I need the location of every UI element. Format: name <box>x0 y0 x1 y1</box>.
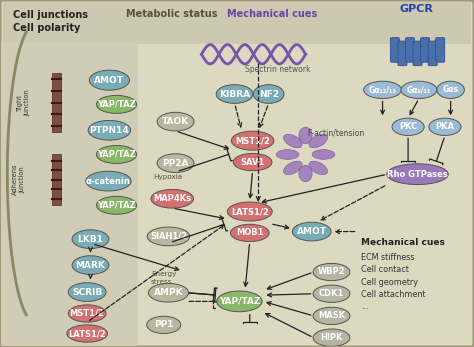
Text: Tight
Junction: Tight Junction <box>17 89 30 116</box>
Text: Cell contact: Cell contact <box>361 265 409 274</box>
Ellipse shape <box>68 283 106 302</box>
Ellipse shape <box>148 283 189 302</box>
Ellipse shape <box>72 230 109 248</box>
Text: MST1/2: MST1/2 <box>70 309 105 318</box>
Bar <box>52 154 61 205</box>
Ellipse shape <box>157 112 194 131</box>
Text: Gα₉/₁₁: Gα₉/₁₁ <box>407 85 431 94</box>
FancyBboxPatch shape <box>405 38 414 62</box>
Text: SCRIB: SCRIB <box>72 288 102 297</box>
Text: Cell polarity: Cell polarity <box>12 23 80 33</box>
Ellipse shape <box>88 120 131 140</box>
Text: LATS1/2: LATS1/2 <box>68 329 106 338</box>
Ellipse shape <box>309 134 328 148</box>
Text: PKA: PKA <box>436 122 455 132</box>
Text: PTPN14: PTPN14 <box>90 126 129 135</box>
Text: Spectrin network: Spectrin network <box>246 65 311 74</box>
Ellipse shape <box>96 145 137 163</box>
Ellipse shape <box>253 85 284 103</box>
Text: F-actin/tension: F-actin/tension <box>307 128 364 137</box>
Text: CDK1: CDK1 <box>319 289 344 298</box>
Text: AMPK: AMPK <box>154 288 183 297</box>
Ellipse shape <box>313 307 350 324</box>
Ellipse shape <box>292 222 331 241</box>
Text: MASK: MASK <box>318 311 345 320</box>
Ellipse shape <box>392 118 424 135</box>
Ellipse shape <box>309 161 328 175</box>
Ellipse shape <box>283 134 302 148</box>
Ellipse shape <box>283 161 302 175</box>
FancyBboxPatch shape <box>420 38 429 62</box>
Ellipse shape <box>364 81 401 99</box>
Text: KIBRA: KIBRA <box>219 90 250 99</box>
Ellipse shape <box>86 171 131 191</box>
Ellipse shape <box>313 263 350 281</box>
Ellipse shape <box>313 285 350 303</box>
Text: Cell junctions: Cell junctions <box>12 10 88 20</box>
Text: SIAH1/2: SIAH1/2 <box>150 232 187 241</box>
Text: PP2A: PP2A <box>162 159 189 168</box>
Text: ...: ... <box>361 302 368 311</box>
Text: α-catenin: α-catenin <box>86 177 131 186</box>
Text: Adherens
Junction: Adherens Junction <box>12 164 26 195</box>
Text: Gαs: Gαs <box>443 85 459 94</box>
Text: Cell attachment: Cell attachment <box>361 290 425 299</box>
Text: PP1: PP1 <box>154 320 173 329</box>
Ellipse shape <box>96 95 137 113</box>
Text: YAP/TAZ: YAP/TAZ <box>97 201 136 210</box>
Text: YAP/TAZ: YAP/TAZ <box>97 100 136 109</box>
Text: Metabolic status: Metabolic status <box>126 9 218 19</box>
FancyBboxPatch shape <box>398 41 407 66</box>
Text: MOB1: MOB1 <box>236 228 264 237</box>
Ellipse shape <box>401 81 437 99</box>
FancyBboxPatch shape <box>391 38 399 62</box>
Text: Mechanical cues: Mechanical cues <box>361 238 445 247</box>
Text: LKB1: LKB1 <box>78 235 103 244</box>
Ellipse shape <box>233 153 272 171</box>
Bar <box>3 2 471 44</box>
Ellipse shape <box>230 224 269 242</box>
Text: YAP/TAZ: YAP/TAZ <box>219 297 260 306</box>
Ellipse shape <box>228 202 272 221</box>
Text: Cell geometry: Cell geometry <box>361 278 418 287</box>
Ellipse shape <box>299 127 312 144</box>
Text: SAV1: SAV1 <box>240 158 264 167</box>
Ellipse shape <box>157 154 194 172</box>
Ellipse shape <box>67 325 108 342</box>
Text: stress: stress <box>151 279 173 285</box>
Ellipse shape <box>312 150 335 159</box>
Ellipse shape <box>429 118 461 135</box>
Ellipse shape <box>437 81 465 99</box>
Ellipse shape <box>313 329 350 346</box>
Text: AMOT: AMOT <box>94 76 124 85</box>
Ellipse shape <box>151 189 193 208</box>
Text: WBP2: WBP2 <box>318 268 346 277</box>
Bar <box>52 73 61 132</box>
Text: Hypoxia: Hypoxia <box>154 174 182 180</box>
Text: AMOT: AMOT <box>297 227 327 236</box>
Text: Energy: Energy <box>151 271 176 277</box>
Text: LATS1/2: LATS1/2 <box>231 207 269 216</box>
Text: Rho GTPases: Rho GTPases <box>387 170 448 179</box>
FancyBboxPatch shape <box>413 41 422 66</box>
Ellipse shape <box>147 316 181 333</box>
Text: MAP4Ks: MAP4Ks <box>153 194 191 203</box>
Text: Gα₁₂/₁₃: Gα₁₂/₁₃ <box>369 85 396 94</box>
Text: MARK: MARK <box>75 261 105 270</box>
Text: ECM stiffness: ECM stiffness <box>361 253 414 262</box>
Text: GPCR: GPCR <box>400 4 434 14</box>
Text: NF2: NF2 <box>259 90 279 99</box>
Ellipse shape <box>96 196 137 214</box>
Ellipse shape <box>147 227 190 246</box>
Ellipse shape <box>299 165 312 182</box>
Text: TAOK: TAOK <box>162 117 189 126</box>
Ellipse shape <box>89 70 129 90</box>
FancyBboxPatch shape <box>428 41 437 66</box>
Ellipse shape <box>72 256 109 274</box>
Text: Mechanical cues: Mechanical cues <box>228 9 318 19</box>
Text: YAP/TAZ: YAP/TAZ <box>97 150 136 159</box>
FancyBboxPatch shape <box>436 38 445 62</box>
Ellipse shape <box>68 305 106 322</box>
Ellipse shape <box>216 85 253 103</box>
